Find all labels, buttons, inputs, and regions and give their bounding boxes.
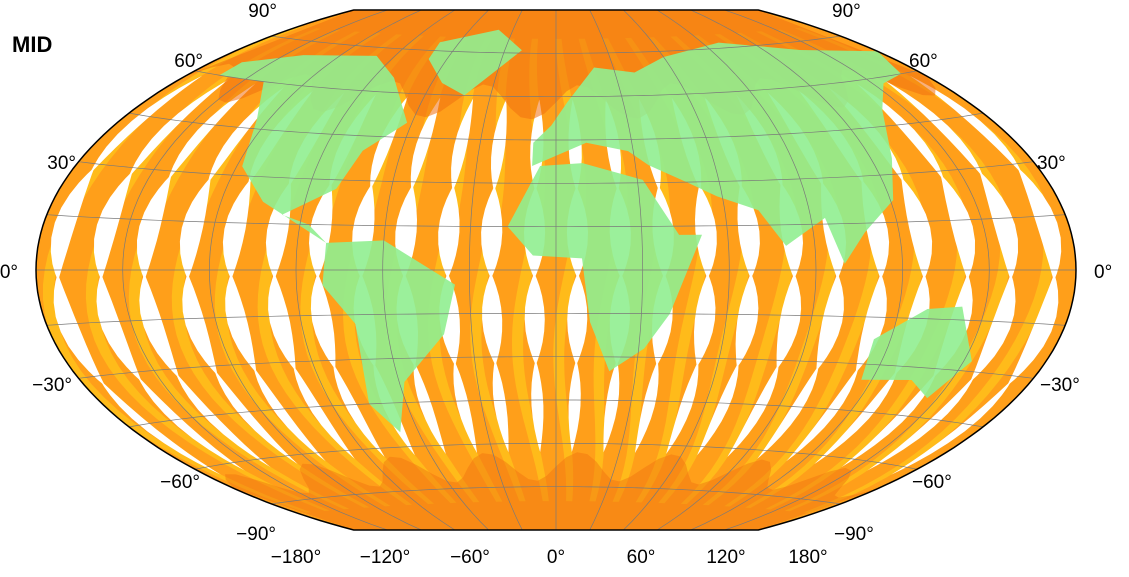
- swath-gap: [410, 97, 441, 191]
- swath-gap: [855, 273, 887, 373]
- map-body: [35, 9, 1077, 531]
- lon-label: 120°: [706, 547, 745, 568]
- swath-gap: [603, 359, 620, 453]
- swath-gap: [268, 273, 296, 371]
- swath-gap: [481, 186, 503, 279]
- graticule-meridian: [589, 10, 644, 530]
- lon-label: 180°: [788, 547, 827, 568]
- panel-label: MID: [12, 32, 52, 57]
- lat-label-right: 60°: [909, 51, 938, 72]
- graticule-meridian: [295, 10, 456, 530]
- latitude-labels-right: 90° 60° 30° 0° −30° −60° −90°: [832, 1, 1112, 545]
- graticule-meridian: [623, 10, 730, 530]
- swath-gap: [53, 273, 106, 387]
- swath-band: [428, 38, 503, 502]
- swath-gap: [453, 360, 477, 453]
- graticule-meridian: [690, 10, 904, 530]
- lat-label-left: 90°: [248, 1, 277, 22]
- swath-gap: [94, 171, 133, 281]
- graticule-meridian: [724, 10, 990, 530]
- lat-label-right: −60°: [912, 472, 952, 493]
- swath-gap: [438, 185, 460, 279]
- swath-band: [794, 27, 1055, 514]
- swath-gap: [524, 272, 545, 366]
- swath-gap: [694, 272, 716, 367]
- graticule: [36, 10, 1076, 530]
- swath-gap: [901, 177, 933, 280]
- swath-gap: [96, 273, 142, 382]
- swath-gap: [50, 167, 95, 281]
- island-greenland: [428, 29, 522, 96]
- swath-gap: [567, 272, 588, 366]
- graticule-meridian: [468, 10, 523, 530]
- graticule-meridian: [656, 10, 817, 530]
- lat-label-right: −90°: [834, 524, 874, 545]
- polar-cap-south: [225, 452, 878, 530]
- swath-gap: [531, 359, 544, 452]
- swath-gap: [139, 273, 180, 379]
- lat-label-right: −30°: [1040, 375, 1080, 396]
- swath-gap: [293, 364, 355, 459]
- swath-gap: [137, 174, 172, 280]
- swath-gap: [309, 182, 333, 280]
- lat-label-left: −90°: [236, 524, 276, 545]
- lat-label-left: −60°: [160, 472, 200, 493]
- lat-label-right: 90°: [832, 1, 861, 22]
- graticule-meridian: [382, 10, 489, 530]
- swath-gap: [333, 363, 385, 457]
- longitude-labels: −180° −120° −60° 0° 60° 120° 180°: [271, 547, 828, 568]
- lon-label: −180°: [271, 547, 321, 568]
- lat-label-left: −30°: [32, 375, 72, 396]
- swath-gap: [735, 273, 759, 368]
- graticule-meridian: [208, 10, 422, 530]
- swath-gap: [727, 363, 779, 457]
- swath-gap: [482, 272, 503, 366]
- swath-gap: [776, 273, 802, 370]
- swath-band: [385, 37, 480, 503]
- swath-gap: [568, 359, 581, 452]
- lon-label: 0°: [547, 547, 565, 568]
- swath-gap: [222, 179, 251, 280]
- swath-gap: [697, 362, 739, 456]
- continent-north-america: [219, 55, 408, 243]
- lon-label: −60°: [450, 547, 490, 568]
- swath-gap: [179, 177, 211, 280]
- latitude-labels-left: 90° 60° 30° 0° −30° −60° −90°: [0, 1, 277, 545]
- lat-label-left: 0°: [0, 262, 18, 283]
- swath-gap: [225, 273, 257, 373]
- swath-gap: [757, 364, 819, 459]
- swath-gap: [816, 273, 844, 371]
- lat-label-right: 30°: [1037, 153, 1066, 174]
- swath-gap: [413, 361, 446, 454]
- swath-gap: [451, 98, 474, 192]
- swath-gap: [737, 183, 760, 279]
- swath-gap: [182, 273, 218, 376]
- lat-label-left: 30°: [47, 153, 76, 174]
- swath-gap: [666, 361, 699, 454]
- swath-gap: [310, 273, 336, 370]
- swath-gap: [492, 359, 509, 453]
- swath-band: [470, 38, 526, 502]
- continent-australia: [861, 306, 972, 399]
- swath-gap: [1006, 273, 1059, 387]
- swath-gap: [970, 273, 1016, 382]
- swath-gap: [491, 99, 507, 192]
- graticule-meridian: [122, 10, 388, 530]
- swath-gap: [979, 171, 1018, 281]
- map-border: [35, 9, 1077, 531]
- lat-label-right: 0°: [1094, 262, 1112, 283]
- swath-gap: [940, 174, 975, 280]
- lon-label: −120°: [360, 547, 410, 568]
- lon-label: 60°: [627, 547, 656, 568]
- swath-gap: [635, 360, 659, 453]
- lat-label-left: 60°: [174, 51, 203, 72]
- swath-gap: [695, 184, 717, 279]
- swath-gap: [1017, 167, 1062, 281]
